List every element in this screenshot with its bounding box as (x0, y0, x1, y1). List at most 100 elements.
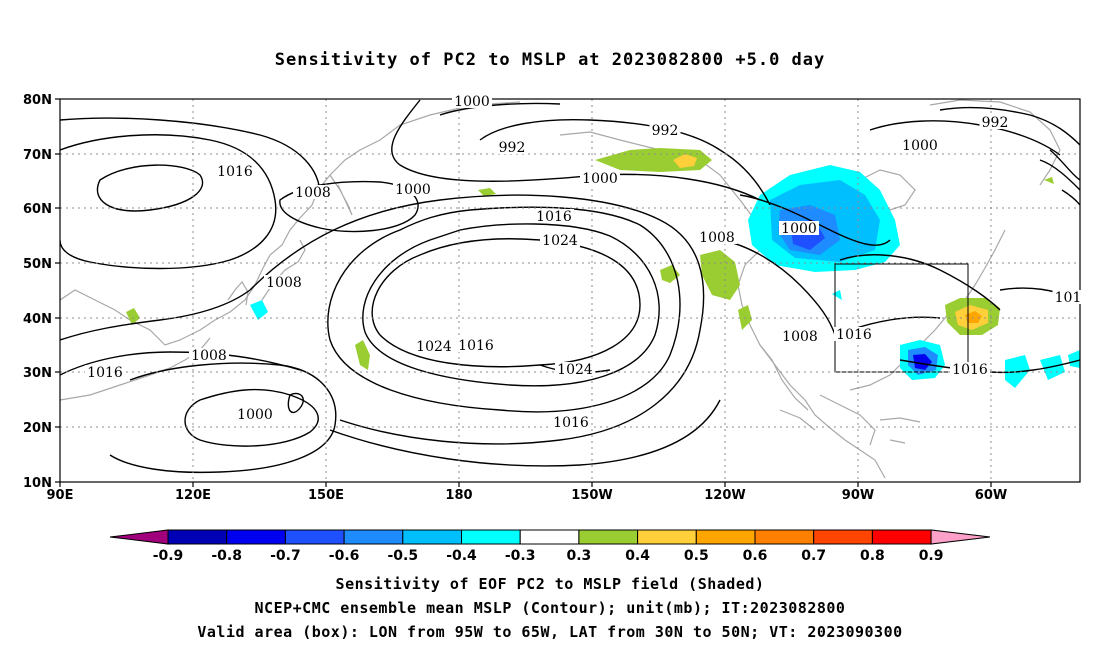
isobar-label-bg (393, 182, 433, 196)
lon-label: 90E (47, 488, 74, 503)
colorbar-segment (226, 529, 286, 545)
shade-cyan-japan (250, 300, 268, 320)
isobar-label: 1008 (699, 230, 735, 246)
colorbar-arrow-left (109, 529, 169, 545)
lat-label: 50N (23, 257, 52, 272)
shade-cyan-east-2 (1040, 355, 1065, 380)
colorbar-segment (813, 529, 873, 545)
isobar-label: 1024 (557, 362, 593, 378)
contour-992-ne (939, 106, 1080, 146)
colorbar-label: -0.6 (329, 548, 360, 564)
colorbar-segment (754, 529, 815, 545)
shade-green-wc1 (700, 250, 740, 300)
colorbar-segment (695, 529, 756, 545)
colorbar-label: 0.3 (566, 548, 591, 564)
isobar-label-bg (834, 327, 874, 341)
isobar-label: 1000 (781, 221, 817, 237)
isobar-label: 1016 (536, 209, 572, 225)
contour-1008-west (60, 134, 277, 270)
coastline-greenland (929, 99, 1061, 186)
colorbar-segment (461, 529, 521, 545)
isobar-label: 1016 (87, 365, 123, 381)
contour-1016-east (839, 254, 1001, 311)
shade-cyan-east-3 (1068, 350, 1080, 368)
lat-label: 70N (23, 148, 52, 163)
coastline-mexico (759, 344, 809, 411)
caption-valid-area: Valid area (box): LON from 95W to 65W, L… (197, 623, 903, 641)
lat-label: 40N (23, 312, 52, 327)
contour-1008-gulf (719, 239, 836, 336)
contour-low-ne1 (1039, 159, 1080, 191)
colorbar-label: -0.7 (270, 548, 301, 564)
colorbar-label: -0.8 (211, 548, 242, 564)
isobar-label: 1016 (553, 415, 589, 431)
colorbar-segment (402, 529, 462, 545)
isobar-labels: 1000 992 992 1000 1016 1008 1000 1016 1024 1008 10… (85, 94, 1084, 431)
colorbar: -0.9 -0.8 -0.7 -0.6 -0.5 -0.4 -0.3 0.3 0.4 0.5 0.6… (109, 529, 991, 564)
contour-1016-inner (362, 223, 660, 387)
shade-green-pac2 (126, 308, 140, 325)
isobar-label-bg (1052, 290, 1084, 304)
colorbar-label: 0.7 (801, 548, 826, 564)
isobar-label: 1016 (458, 338, 494, 354)
isobar-label: 1016 (217, 164, 253, 180)
isobar-label-bg (979, 115, 1011, 129)
contour-1000-west (279, 180, 419, 233)
isobar-label-bg (779, 221, 819, 235)
coastline-korea-japan (227, 239, 306, 306)
contour-1000-lowerwest (184, 388, 319, 447)
lat-label: 20N (23, 421, 52, 436)
isobar-label-bg (293, 185, 333, 199)
isobar-label-bg (235, 407, 275, 421)
isobar-label: 992 (652, 123, 679, 139)
colorbar-segment (284, 529, 345, 545)
contour-1000-top (391, 99, 761, 201)
chart-title: Sensitivity of PC2 to MSLP at 2023082800… (274, 50, 826, 70)
isobar-label: 992 (982, 115, 1009, 131)
lat-label: 10N (23, 476, 52, 491)
isobar-label: 1016 (836, 327, 872, 343)
contour-1008-lowerwest (109, 362, 337, 474)
contour-1000-aleutian (739, 194, 891, 246)
lon-label: 120W (704, 488, 745, 503)
caption-contour: NCEP+CMC ensemble mean MSLP (Contour); u… (254, 599, 846, 617)
isobar-label: 1008 (266, 275, 302, 291)
colorbar-segment (578, 529, 639, 545)
colorbar-segment (637, 529, 697, 545)
isobar-label: 1024 (542, 233, 578, 249)
contour-1000-lows (287, 392, 304, 413)
contour-1016-lower (329, 399, 721, 467)
isobar-label-bg (534, 209, 574, 223)
isobar-label-bg (414, 339, 454, 353)
contour-1024-high (371, 238, 641, 368)
colorbar-label: -0.3 (505, 548, 536, 564)
colorbar-label: 0.6 (743, 548, 768, 564)
colorbar-label: 0.9 (919, 548, 944, 564)
lat-label: 60N (23, 202, 52, 217)
contour-992-small (439, 102, 561, 116)
colorbar-segment (167, 529, 228, 545)
shade-green-ne (1044, 177, 1054, 184)
coastline-island-caribbean (879, 417, 921, 444)
shade-cyan-gulf (832, 290, 842, 300)
contour-1008-west2 (60, 117, 321, 196)
isobar-label-bg (551, 415, 591, 429)
isobar-label-bg (540, 233, 580, 247)
contour-1016-outer (327, 206, 681, 413)
lon-label: 120E (175, 488, 211, 503)
isobar-label: 1008 (295, 185, 331, 201)
isobar-label-bg (456, 338, 496, 352)
shade-orange-east (965, 311, 982, 323)
colorbar-segment (871, 529, 932, 545)
isobar-label-bg (189, 348, 229, 362)
colorbar-label: 0.4 (625, 548, 650, 564)
shade-green-pac1 (355, 340, 370, 370)
contour-1016-farwest (60, 289, 251, 341)
colorbar-segment (519, 529, 580, 545)
lon-label: 90W (842, 488, 874, 503)
isobar-label-bg (496, 140, 528, 154)
isobar-label: 101 (1055, 290, 1082, 306)
contour-1016-lowerwest (60, 351, 301, 376)
colorbar-arrow-right (930, 529, 991, 545)
